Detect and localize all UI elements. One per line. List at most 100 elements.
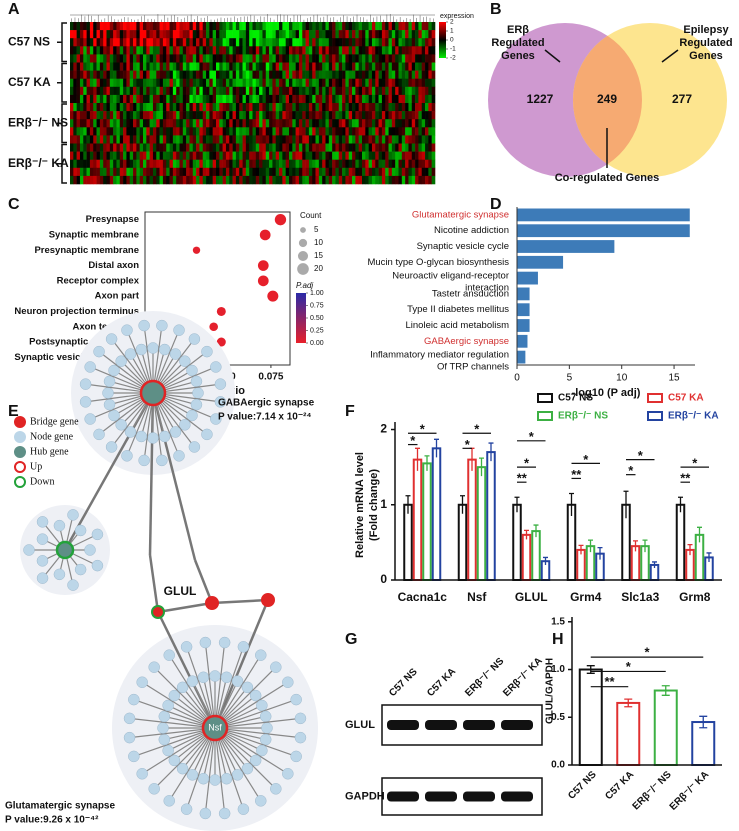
heat-cell	[352, 127, 356, 136]
heat-cell	[136, 119, 140, 128]
heat-cell	[312, 78, 316, 88]
heat-cell	[232, 54, 237, 63]
heat-cell	[305, 167, 310, 177]
heat-cell	[96, 38, 101, 47]
error-bar	[424, 455, 430, 471]
node-gene	[176, 681, 189, 694]
heat-cell	[375, 175, 379, 185]
heat-cell	[169, 22, 174, 31]
heat-cell	[345, 167, 350, 177]
heat-cell	[229, 135, 233, 144]
heat-cell	[126, 38, 131, 47]
heat-cell	[381, 30, 386, 39]
heat-cell	[199, 111, 204, 120]
heat-cell	[159, 143, 164, 152]
heat-cell	[428, 175, 432, 185]
heat-cell	[199, 151, 204, 160]
colorbar-tick-label: 1.00	[310, 290, 324, 297]
heat-cell	[239, 22, 243, 31]
heat-cell	[325, 127, 330, 136]
heat-cell	[139, 22, 144, 31]
heat-cell	[129, 151, 134, 160]
heat-cell	[332, 175, 336, 185]
heat-cell	[159, 94, 164, 104]
heat-cell	[162, 86, 167, 96]
heat-cell	[182, 62, 187, 71]
heat-cell	[219, 62, 223, 71]
heat-cell	[292, 46, 296, 55]
heat-cell	[219, 135, 223, 144]
y-tick-label: 2	[380, 422, 387, 436]
heat-cell	[202, 167, 207, 177]
heat-cell	[425, 111, 429, 120]
node-gene	[199, 636, 212, 649]
heat-cell	[169, 103, 174, 112]
heat-cell	[152, 46, 157, 55]
heat-cell	[169, 54, 174, 63]
heat-cell	[365, 46, 369, 55]
heat-cell	[99, 159, 104, 169]
heat-cell	[279, 103, 283, 112]
heat-cell	[152, 86, 157, 96]
blot-band	[387, 791, 419, 802]
heat-cell	[136, 175, 140, 185]
heat-cell	[232, 159, 237, 169]
heat-cell	[312, 86, 316, 96]
heat-cell	[342, 62, 346, 71]
heat-cell	[378, 151, 383, 160]
heat-cell	[332, 78, 336, 88]
heat-cell	[411, 62, 416, 71]
row-label: GAPDH	[345, 790, 385, 802]
heat-cell	[395, 30, 399, 39]
heat-cell	[166, 151, 170, 160]
heat-cell	[106, 135, 111, 144]
heat-cell	[388, 86, 393, 96]
heat-cell	[239, 159, 243, 169]
heat-cell	[86, 30, 91, 39]
panel-label: E	[8, 403, 19, 420]
heat-cell	[391, 159, 396, 169]
heat-cell	[398, 119, 403, 128]
heat-cell	[225, 30, 230, 39]
heat-cell	[371, 103, 376, 112]
y-tick-label: Synaptic membrane	[49, 229, 139, 240]
heat-cell	[269, 30, 273, 39]
heat-cell	[172, 143, 177, 152]
heat-cell	[415, 119, 419, 128]
heat-cell	[86, 22, 91, 31]
heat-cell	[352, 167, 356, 177]
node-gene	[192, 387, 204, 399]
heat-cell	[431, 127, 436, 136]
heat-cell	[212, 151, 217, 160]
heat-cell	[365, 119, 369, 128]
heat-cell	[318, 127, 323, 136]
heat-cell	[255, 46, 260, 55]
heat-cell	[415, 86, 419, 96]
heat-cell	[229, 119, 233, 128]
heat-cell	[176, 22, 180, 31]
heat-cell	[93, 111, 97, 120]
heat-cell	[425, 78, 429, 88]
heat-cell	[169, 127, 174, 136]
heat-cell	[282, 86, 286, 96]
x-tick-label: 15	[668, 373, 680, 384]
heat-cell	[342, 46, 346, 55]
node-gene	[214, 378, 227, 390]
heat-cell	[119, 94, 124, 104]
heat-cell	[302, 127, 306, 136]
heat-cell	[342, 175, 346, 185]
heat-cell	[371, 62, 376, 71]
heat-cell	[358, 62, 363, 71]
heat-cell	[152, 135, 157, 144]
heat-cell	[119, 175, 124, 185]
heat-cell	[425, 159, 429, 169]
heat-cell	[245, 127, 250, 136]
heat-cell	[143, 143, 147, 152]
heat-cell	[401, 175, 406, 185]
node-gene	[190, 375, 203, 388]
heat-cell	[368, 143, 373, 152]
heat-cell	[249, 78, 253, 88]
heat-cell	[229, 94, 233, 104]
heat-cell	[86, 151, 91, 160]
heat-cell	[275, 38, 280, 47]
